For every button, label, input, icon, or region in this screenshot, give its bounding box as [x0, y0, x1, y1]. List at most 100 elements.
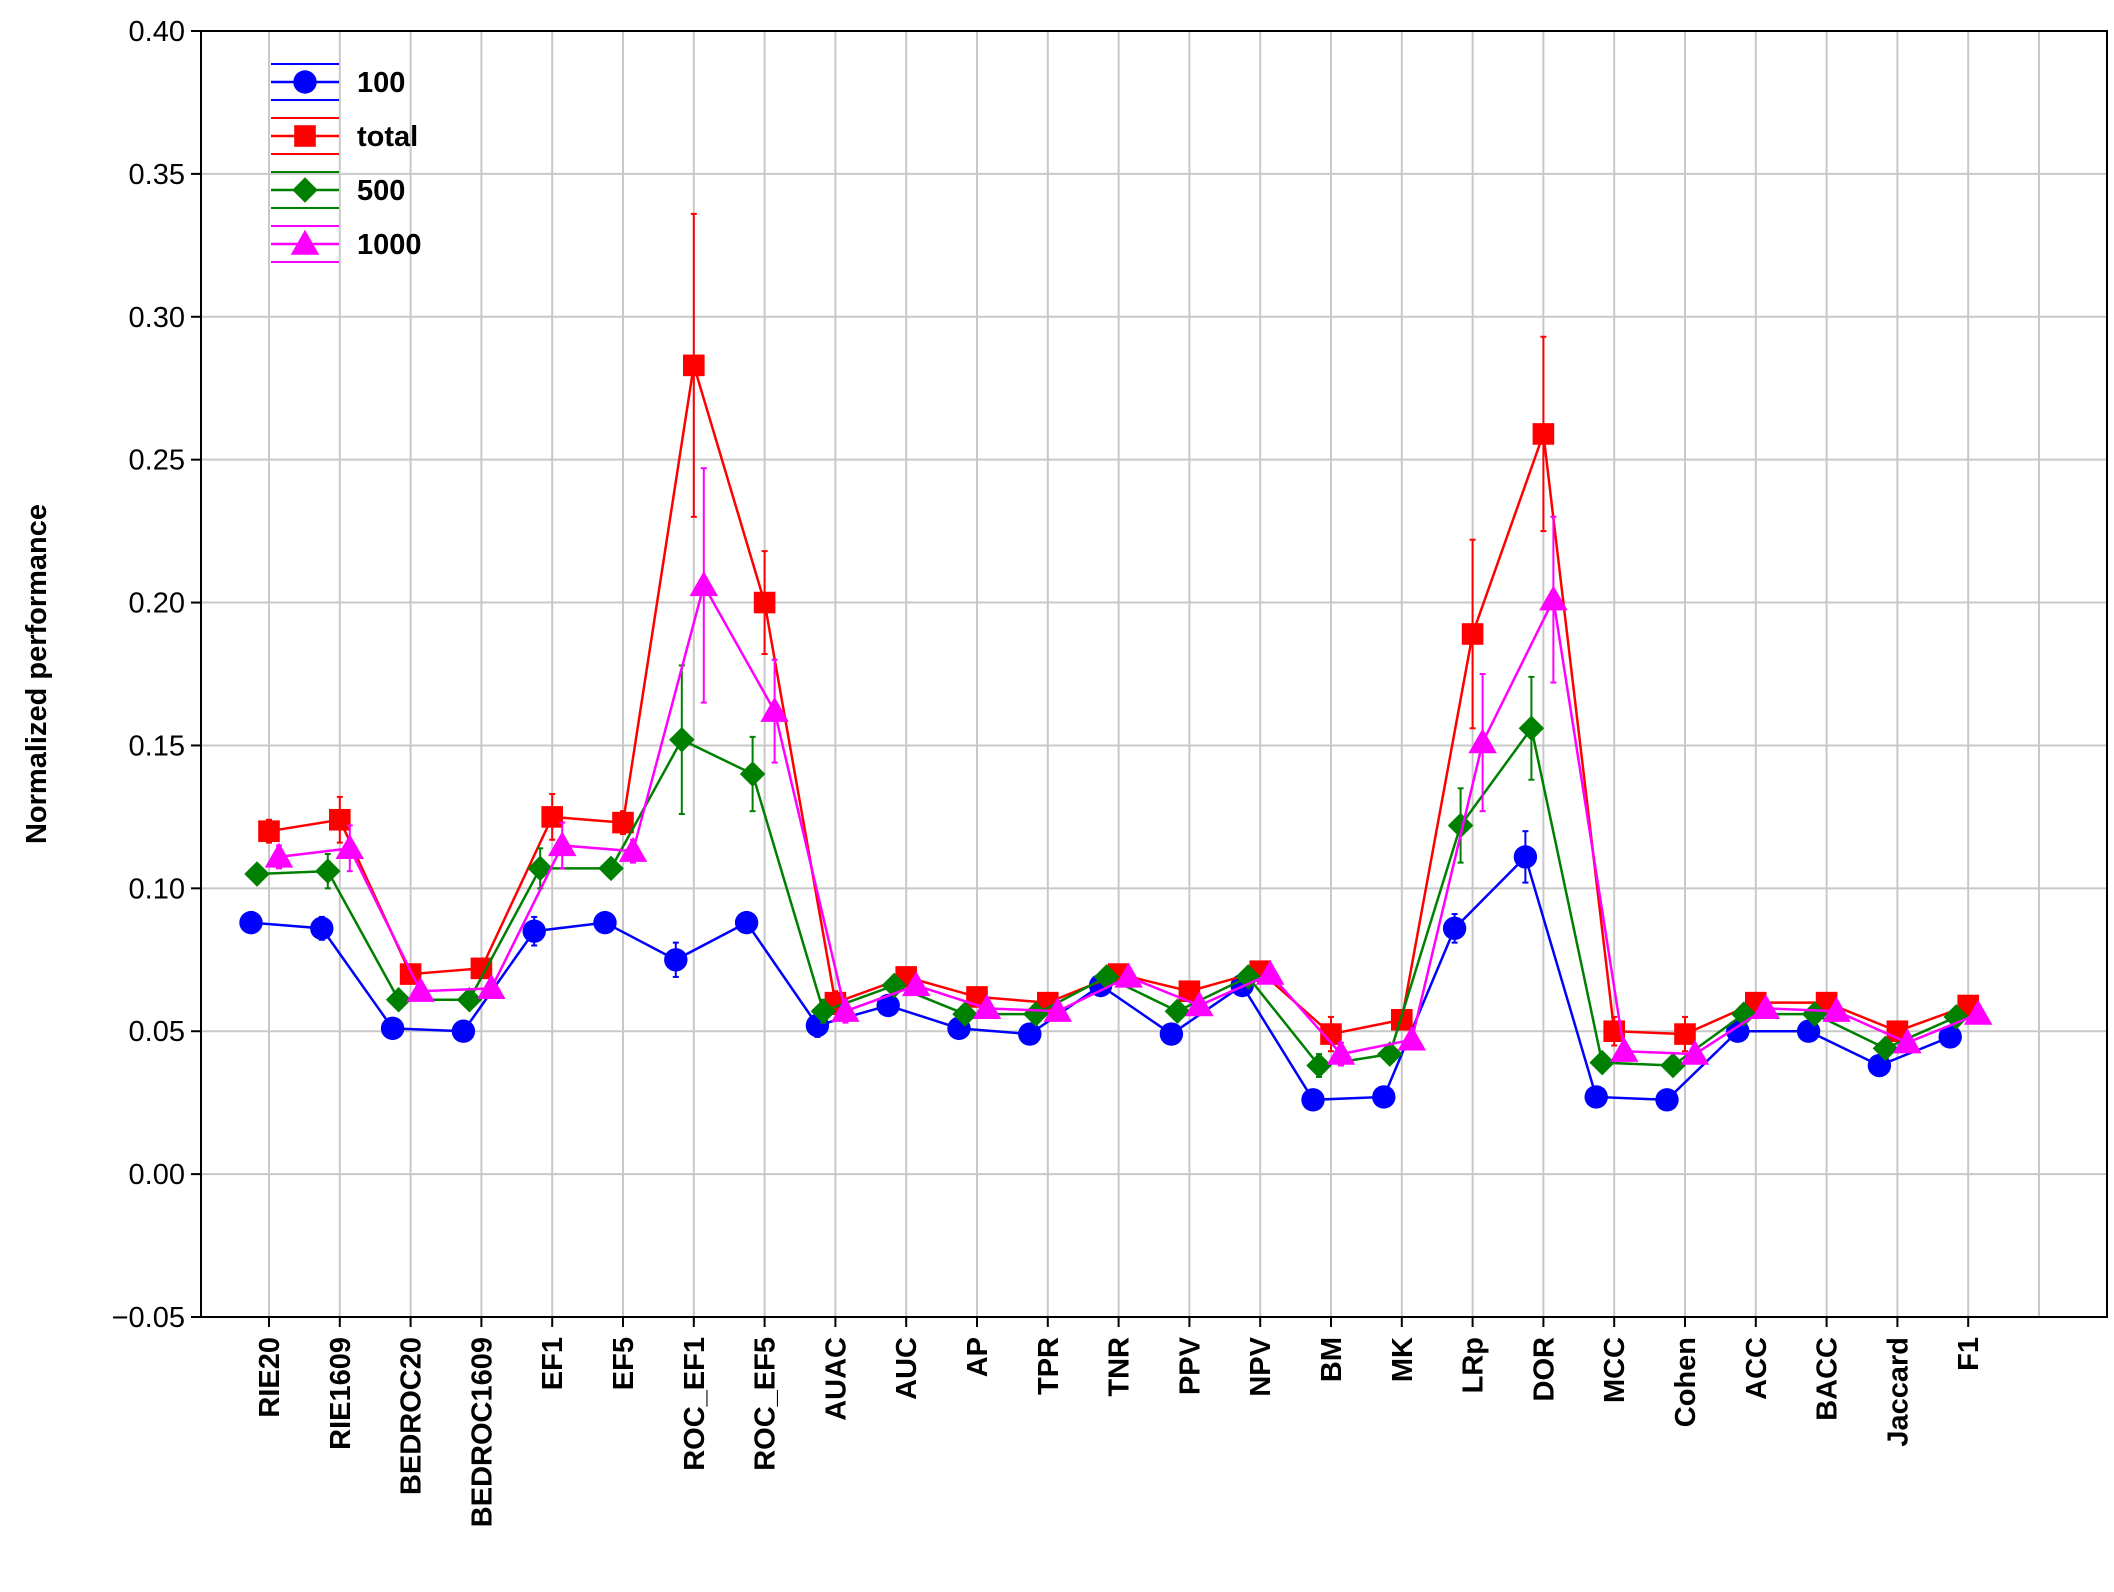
marker-circle: [451, 1019, 476, 1043]
marker-square: [294, 125, 316, 147]
y-tick-label: 0.00: [129, 1159, 185, 1191]
marker-circle: [293, 70, 317, 94]
y-tick-label: 0.40: [129, 16, 185, 48]
marker-square: [1178, 980, 1201, 1003]
marker-triangle: [1609, 1036, 1639, 1062]
marker-triangle: [831, 996, 860, 1022]
marker-diamond: [669, 726, 695, 753]
y-tick-label: 0.15: [129, 730, 185, 762]
marker-triangle: [618, 836, 648, 862]
marker-square: [329, 808, 351, 831]
y-tick-label: 0.05: [129, 1016, 185, 1048]
marker-diamond: [1943, 1004, 1969, 1030]
x-tick-label: BEDROC1609: [466, 1337, 498, 1527]
marker-triangle: [760, 696, 789, 722]
marker-diamond: [292, 177, 318, 203]
marker-triangle: [1468, 728, 1497, 754]
x-tick-label: EF5: [608, 1337, 640, 1390]
marker-triangle: [335, 834, 365, 860]
marker-triangle: [901, 971, 931, 997]
marker-circle: [239, 910, 263, 935]
legend-label: 500: [357, 175, 405, 207]
marker-diamond: [456, 987, 483, 1013]
x-tick-label: AUC: [891, 1337, 923, 1400]
x-tick-label: AUAC: [820, 1337, 852, 1421]
marker-square: [258, 820, 280, 842]
marker-square: [1532, 423, 1555, 445]
marker-diamond: [1518, 715, 1545, 742]
x-tick-label: AP: [962, 1337, 994, 1377]
x-tick-label: TNR: [1104, 1337, 1136, 1397]
marker-triangle: [290, 229, 320, 255]
x-tick-label: Jaccard: [1882, 1337, 1914, 1447]
marker-diamond: [1235, 964, 1261, 990]
legend-item-1000: 1000: [271, 225, 422, 263]
x-tick-label: BEDROC20: [396, 1337, 428, 1495]
marker-triangle: [1397, 1025, 1427, 1051]
x-tick-label: BACC: [1812, 1337, 1844, 1421]
marker-diamond: [244, 861, 270, 887]
marker-square: [1674, 1023, 1696, 1045]
y-tick-label: 0.10: [129, 873, 185, 905]
marker-circle: [522, 919, 546, 943]
x-tick-label: TPR: [1033, 1337, 1065, 1395]
marker-circle: [876, 993, 900, 1018]
marker-diamond: [1589, 1049, 1615, 1076]
marker-square: [1461, 623, 1484, 645]
x-tick-label: MK: [1387, 1337, 1419, 1382]
marker-circle: [1938, 1025, 1962, 1049]
marker-diamond: [810, 998, 837, 1024]
marker-square: [753, 591, 776, 614]
x-tick-label: EF1: [537, 1337, 569, 1390]
marker-triangle: [689, 571, 719, 597]
x-tick-label: RIE20: [254, 1337, 286, 1418]
x-tick-label: LRp: [1458, 1337, 1490, 1393]
marker-diamond: [598, 855, 624, 882]
marker-circle: [593, 910, 617, 935]
x-tick-label: F1: [1953, 1337, 1985, 1371]
marker-circle: [1655, 1088, 1679, 1112]
x-tick-label: NPV: [1245, 1336, 1277, 1396]
x-tick-label: RIE1609: [325, 1337, 357, 1450]
y-tick-label: −0.05: [112, 1302, 185, 1334]
marker-circle: [1513, 845, 1538, 869]
y-tick-label: 0.25: [129, 445, 185, 477]
marker-circle: [664, 948, 688, 972]
y-tick-label: 0.35: [129, 159, 185, 191]
x-tick-label: Cohen: [1670, 1337, 1702, 1427]
legend-label: total: [357, 121, 418, 153]
marker-diamond: [315, 858, 341, 884]
marker-square: [612, 811, 634, 834]
marker-diamond: [1023, 1001, 1049, 1027]
marker-diamond: [385, 987, 412, 1013]
marker-triangle: [1963, 999, 1993, 1025]
marker-diamond: [1801, 1001, 1828, 1027]
y-axis-label: Normalized performance: [21, 504, 53, 844]
marker-triangle: [264, 842, 294, 868]
marker-circle: [1018, 1022, 1042, 1046]
marker-circle: [734, 910, 759, 935]
marker-diamond: [1164, 998, 1191, 1024]
marker-diamond: [1447, 812, 1474, 839]
x-tick-label: DOR: [1528, 1337, 1560, 1402]
series-500: [244, 664, 1969, 1079]
marker-triangle: [1893, 1028, 1922, 1054]
marker-triangle: [1185, 991, 1214, 1017]
marker-triangle: [1114, 962, 1143, 988]
marker-triangle: [406, 976, 435, 1002]
marker-diamond: [952, 1001, 978, 1027]
x-tick-label: MCC: [1599, 1337, 1631, 1403]
plot-area: [200, 30, 2108, 1318]
marker-diamond: [1872, 1035, 1899, 1062]
x-tick-label: ROC_EF5: [750, 1337, 782, 1471]
marker-circle: [1301, 1088, 1325, 1112]
marker-square: [1391, 1008, 1413, 1031]
marker-circle: [380, 1016, 405, 1041]
marker-square: [1320, 1023, 1342, 1045]
marker-circle: [1159, 1022, 1184, 1046]
marker-triangle: [1680, 1039, 1710, 1065]
marker-diamond: [1731, 1001, 1757, 1027]
x-tick-label: ROC_EF1: [679, 1337, 711, 1471]
marker-circle: [310, 916, 334, 941]
